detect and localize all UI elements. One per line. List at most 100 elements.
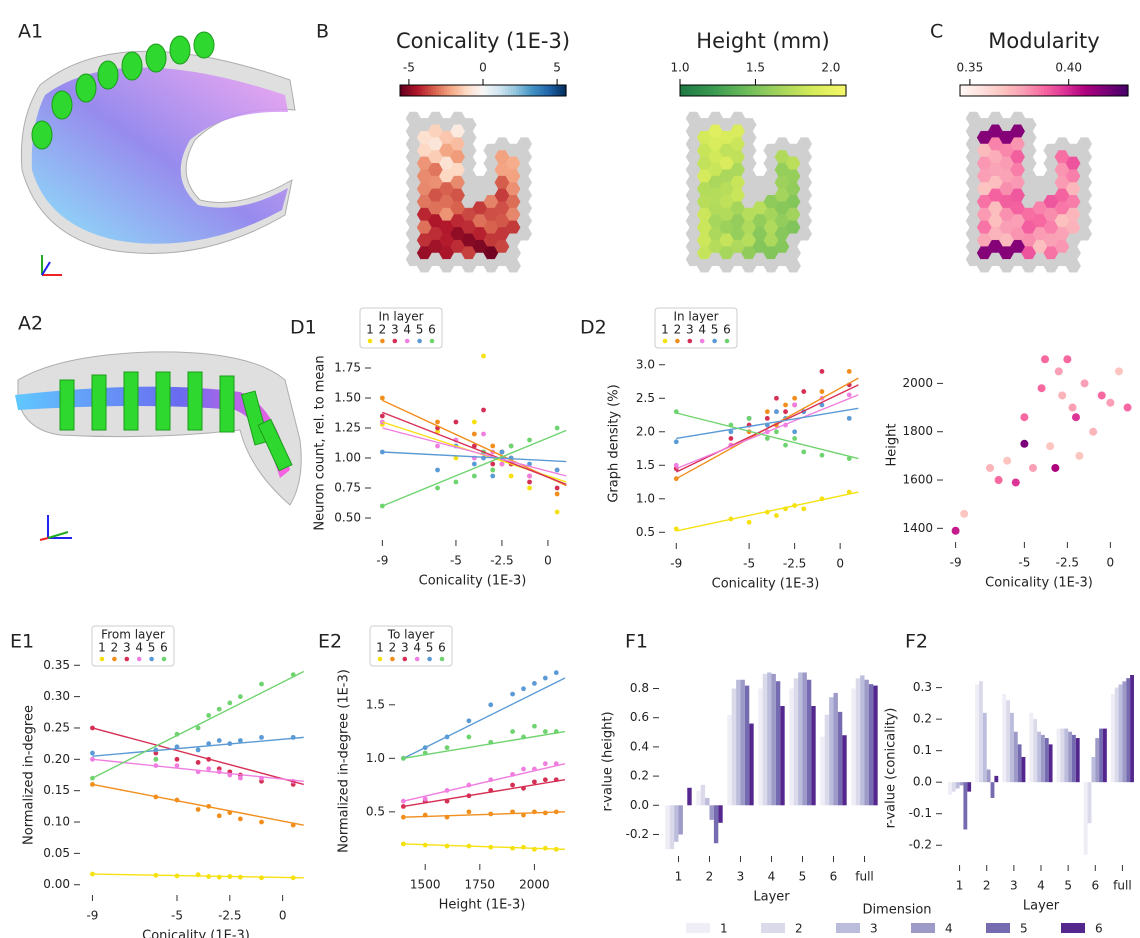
colorbar-cell [400,85,404,96]
legend-label: 1 [720,922,728,936]
fit-line [676,394,859,470]
colorbar-cell [1027,85,1031,96]
legend-marker [429,338,435,344]
colorbar [680,85,847,96]
bar [687,787,692,806]
colorbar-cell [557,85,562,96]
colorbar-cell [751,85,756,96]
scatter-point [521,766,526,772]
fit-line [92,873,304,879]
colorbar-cell [732,85,736,96]
bar [767,672,772,806]
legend-label: 5 [711,323,719,337]
bar [727,714,732,806]
bar [1041,734,1045,783]
colorbar-cell [435,85,440,96]
hex-map [405,111,533,273]
legend-label: 1 [661,323,669,337]
colorbar-cell [818,85,822,96]
legend-swatch [986,923,1010,933]
render-a1 [20,31,296,276]
scatter-point [206,766,212,772]
colorbar-cell [965,85,969,96]
bar [851,688,856,806]
x-tick-label: -5 [450,554,462,568]
colorbar-cell [552,85,556,96]
x-tick-label: 0 [836,557,844,571]
colorbar-cell [1083,85,1087,96]
bar [780,706,785,806]
y-tick-label: 0.3 [913,680,932,694]
colorbar-cell [1116,85,1121,96]
bar [1091,756,1096,783]
legend-label: 3 [391,323,399,337]
y-tick-label: 0.50 [334,511,361,525]
colorbar-cell [779,85,783,96]
legend-marker [112,656,117,662]
scatter-point [174,763,180,768]
y-axis-label: Normalized in-degree (1E-3) [337,669,352,853]
colorbar-cell [530,85,534,96]
colorbar-cell [724,85,728,96]
colorbar-cell [743,85,747,96]
bar [1010,712,1014,783]
scatter-point [471,419,477,425]
colorbar-cell [763,85,767,96]
colorbar-title: Height (mm) [696,29,829,53]
colorbar-cell [1114,85,1118,96]
colorbar-cell [452,85,456,96]
legend-marker [367,338,373,344]
bar [665,805,670,850]
colorbar-cell [1097,85,1101,96]
colorbar-cell [1100,85,1104,96]
colorbar-cell [549,85,553,96]
scatter-point [673,462,679,468]
legend-label: 4 [945,922,953,936]
legend-marker [414,656,420,662]
scatter-point [499,449,505,455]
colorbar-cell [1038,85,1042,96]
legend-label: 2 [389,641,397,655]
colorbar-cell [790,85,795,96]
scatter-point [453,419,459,425]
scatter-point [453,455,459,461]
y-tick-label: 1.0 [366,751,385,765]
scatter-point [764,409,770,415]
bar [842,735,847,806]
colorbar-cell [1032,85,1037,96]
colorbar-cell [834,85,839,96]
x-tick-label: 0 [279,909,287,923]
bar [1013,731,1018,783]
scatter-point [554,425,560,431]
colorbar-cell [704,85,709,96]
y-tick-label: 1600 [902,473,933,487]
y-tick-label: -0.2 [626,827,649,841]
y-tick-label: 0.35 [43,658,70,672]
colorbar-tick-label: 5 [553,61,561,75]
legend-label: 2 [111,641,119,655]
colorbar-cell [785,85,789,96]
colorbar-cell [735,85,739,96]
scatter-point [985,463,994,472]
bar [864,679,869,806]
y-tick-label: 1.5 [636,458,655,472]
y-tick-label: 2.5 [636,391,655,405]
scatter-point [90,750,95,756]
scatter-point [1080,379,1089,388]
colorbar-cell [979,85,983,96]
colorbar-cell [532,85,537,96]
scatter-point [846,369,852,374]
legend-swatch [836,923,860,933]
scatter-point [542,761,548,767]
x-tick-label: 1750 [465,878,496,892]
bar [793,678,799,806]
colorbar-cell [812,85,817,96]
bar [669,805,675,850]
colorbar-cell [402,85,407,96]
scatter-point [471,461,477,467]
colorbar-cell [823,85,828,96]
colorbar-cell [682,85,687,96]
y-tick-label: 0.2 [913,712,932,726]
scatter-point [960,509,969,518]
